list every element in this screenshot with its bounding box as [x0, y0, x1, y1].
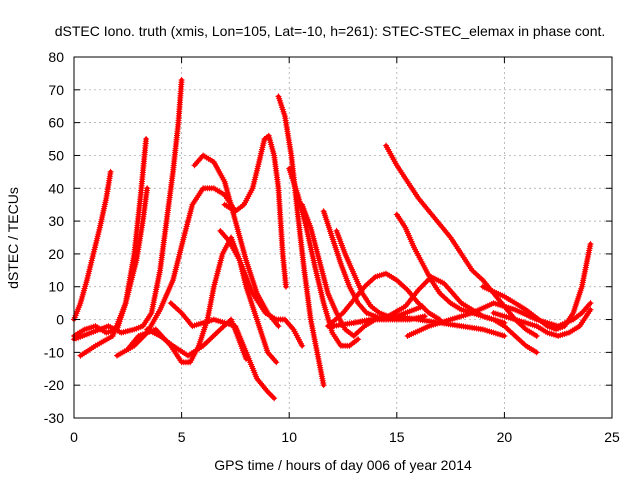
grid-lines: [74, 57, 612, 418]
data-series-14: [299, 201, 390, 339]
x-tick-label: 5: [178, 429, 186, 445]
data-series-22: [404, 300, 594, 339]
series-plus-markers: [490, 306, 594, 339]
series-plus-markers: [404, 300, 594, 339]
y-axis-label: dSTEC / TECUs: [5, 187, 21, 289]
y-tick-label: 20: [48, 246, 64, 262]
y-tick-label: -30: [44, 410, 64, 426]
series-plus-markers: [217, 227, 306, 349]
data-series-21: [350, 273, 508, 326]
series-plus-markers: [479, 241, 594, 333]
y-tick-label: 30: [48, 213, 64, 229]
x-axis-label: GPS time / hours of day 006 of year 2014: [214, 457, 472, 473]
data-series-24: [490, 306, 594, 339]
chart-title: dSTEC Iono. truth (xmis, Lon=105, Lat=-1…: [55, 23, 606, 39]
series-plus-markers: [324, 270, 443, 330]
data-series-17: [383, 142, 540, 339]
y-tick-label: 70: [48, 82, 64, 98]
series-plus-markers: [114, 185, 239, 359]
x-tick-label: 15: [389, 429, 405, 445]
series-plus-markers: [167, 300, 278, 402]
data-series-23: [479, 241, 594, 333]
tick-labels: 0 5 10 15 20 25 -30 -20 -10 0 10 20 30 40 50 60 70 80: [44, 49, 620, 445]
y-tick-label: 10: [48, 279, 64, 295]
data-series-16: [333, 227, 426, 320]
series-plus-markers: [299, 201, 390, 339]
y-tick-label: -20: [44, 377, 64, 393]
data-series-10: [221, 132, 289, 290]
x-tick-label: 10: [281, 429, 297, 445]
x-tick-label: 25: [604, 429, 620, 445]
series-plus-markers: [221, 132, 289, 290]
axis-ticks: [73, 56, 613, 419]
plot-frame: [73, 56, 613, 419]
data-series-11: [217, 227, 306, 349]
y-tick-label: 60: [48, 115, 64, 131]
y-tick-label: 0: [56, 312, 64, 328]
x-tick-label: 0: [70, 429, 78, 445]
y-tick-label: 50: [48, 147, 64, 163]
data-series-layer: [71, 76, 594, 402]
data-series-8: [167, 300, 278, 402]
data-series-19: [324, 270, 443, 330]
y-tick-label: 40: [48, 180, 64, 196]
data-series-1: [71, 168, 114, 323]
data-series-12: [275, 93, 327, 389]
series-plus-markers: [350, 273, 508, 326]
y-tick-label: 80: [48, 49, 64, 65]
x-tick-label: 20: [497, 429, 513, 445]
y-tick-label: -10: [44, 344, 64, 360]
